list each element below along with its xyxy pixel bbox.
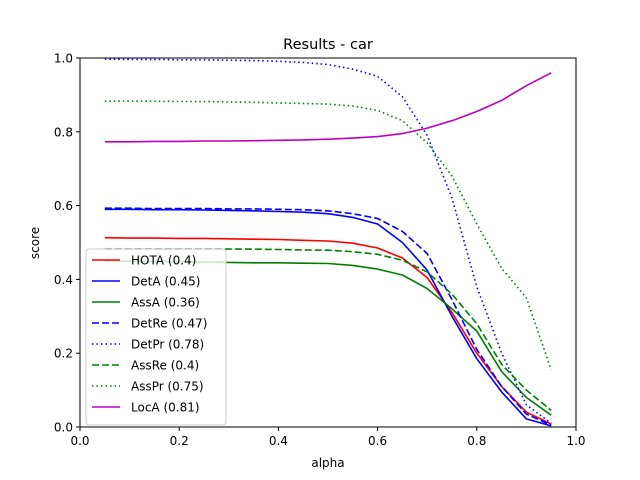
legend-label-3: DetRe (0.47) <box>131 317 207 331</box>
x-axis-label: alpha <box>311 456 344 470</box>
x-tick-label: 0.8 <box>467 434 486 448</box>
y-tick-label: 0.0 <box>54 421 73 435</box>
series-line-6 <box>104 100 552 371</box>
plot-area: 0.0 0.2 0.4 0.6 0.8 1.0 0.0 0.2 0.4 0.6 0.8 1.0 HOTA… <box>54 52 586 449</box>
x-tick-label: 0.0 <box>70 434 89 448</box>
legend-label-7: LocA (0.81) <box>131 401 200 415</box>
legend: HOTA (0.4) DetA (0.45) AssA (0.36) DetRe (0… <box>85 248 227 426</box>
y-tick-label: 0.2 <box>54 347 73 361</box>
chart-title: Results - car <box>283 37 373 53</box>
legend-label-6: AssPr (0.75) <box>131 380 204 394</box>
y-tick-label: 1.0 <box>54 52 73 66</box>
legend-label-4: DetPr (0.78) <box>131 338 204 352</box>
y-tick-label: 0.8 <box>54 125 73 139</box>
y-tick-label: 0.4 <box>54 273 73 287</box>
legend-label-1: DetA (0.45) <box>131 275 200 289</box>
x-tick-label: 0.4 <box>269 434 288 448</box>
axes-frame <box>79 57 577 428</box>
legend-label-5: AssRe (0.4) <box>131 359 199 373</box>
y-tick-label: 0.6 <box>54 199 73 213</box>
legend-label-2: AssA (0.36) <box>131 296 200 310</box>
y-axis-label: score <box>28 227 42 259</box>
x-tick-label: 0.2 <box>170 434 189 448</box>
x-tick-label: 1.0 <box>566 434 585 448</box>
legend-box <box>85 248 227 426</box>
series-line-3 <box>104 207 552 426</box>
series-line-7 <box>104 72 552 143</box>
legend-label-0: HOTA (0.4) <box>131 254 196 268</box>
series-line-0 <box>104 236 552 425</box>
series-line-1 <box>104 208 552 427</box>
x-tick-label: 0.6 <box>368 434 387 448</box>
